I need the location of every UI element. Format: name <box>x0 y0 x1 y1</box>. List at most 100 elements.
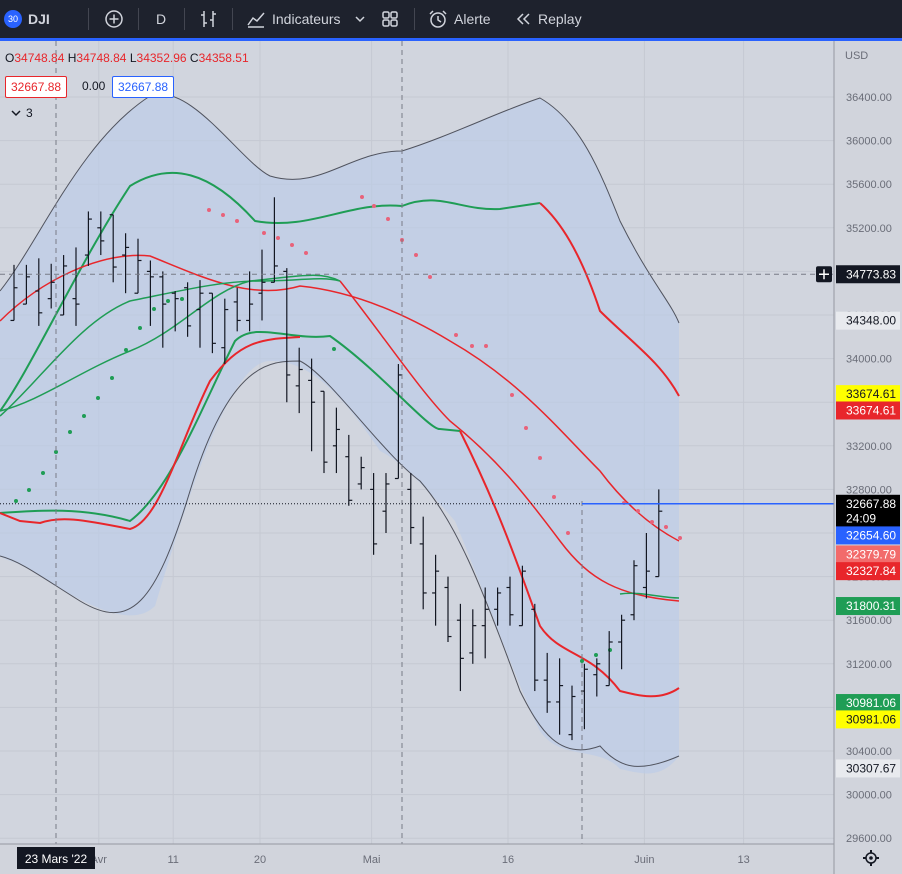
ohlc-bar[interactable] <box>506 576 514 626</box>
bid-price-box[interactable]: 32667.88 <box>5 76 68 98</box>
price-scale-label: 33674.61 <box>836 385 900 404</box>
indicator-templates-button[interactable] <box>354 0 366 38</box>
replay-button[interactable]: Replay <box>514 0 582 38</box>
ohlc-bar[interactable] <box>332 407 340 474</box>
ohlc-bar[interactable] <box>432 554 440 626</box>
symbol-search[interactable]: 30 DJI <box>4 0 50 38</box>
price-scale-label: 31800.31 <box>836 597 900 616</box>
ohlc-bar[interactable] <box>531 603 539 692</box>
ohlc-bar[interactable] <box>109 214 117 283</box>
indicators-toggle[interactable]: 3 <box>10 106 33 120</box>
ohlc-bar[interactable] <box>394 364 402 480</box>
x-tick-label: 13 <box>737 854 749 866</box>
ohlc-bar[interactable] <box>605 631 613 687</box>
ohlc-bar[interactable] <box>47 263 55 309</box>
ohlc-bar[interactable] <box>171 291 179 332</box>
ohlc-bar[interactable] <box>642 533 650 599</box>
interval-button[interactable]: D <box>156 0 166 38</box>
alert-button[interactable]: Alerte <box>428 0 491 38</box>
ohlc-bar[interactable] <box>208 292 216 354</box>
svg-text:32327.84: 32327.84 <box>846 564 896 578</box>
ohlc-bar[interactable] <box>543 652 551 713</box>
lower-red-envelope <box>0 336 301 531</box>
ohlc-bar[interactable] <box>246 271 254 332</box>
ohlc-bar[interactable] <box>630 560 638 621</box>
ohlc-bar[interactable] <box>444 576 452 642</box>
ohlc-bar[interactable] <box>122 233 130 294</box>
indicators-button[interactable]: Indicateurs <box>246 0 340 38</box>
ohlc-bar[interactable] <box>370 473 378 555</box>
ohlc-bar[interactable] <box>283 268 291 403</box>
price-scale-label: 33674.61 <box>836 401 900 420</box>
layout-button[interactable] <box>380 0 400 38</box>
svg-text:30307.67: 30307.67 <box>846 761 896 775</box>
add-alert-plus-icon[interactable] <box>816 266 832 283</box>
svg-text:34348.00: 34348.00 <box>846 314 896 328</box>
price-scale-label: 30981.06 <box>836 694 900 713</box>
ohlc-bar[interactable] <box>518 565 526 627</box>
ohlc-bar[interactable] <box>84 211 92 266</box>
x-tick-label: 11 <box>167 854 178 866</box>
lower-red-envelope-2 <box>459 430 680 698</box>
ohlc-bar[interactable] <box>134 238 142 294</box>
svg-text:32379.79: 32379.79 <box>846 547 896 561</box>
ohlc-bar[interactable] <box>233 287 241 332</box>
ohlc-bar[interactable] <box>481 587 489 659</box>
price-scale[interactable] <box>834 41 902 874</box>
ohlc-bar[interactable] <box>419 516 427 610</box>
ohlc-bar[interactable] <box>295 347 303 414</box>
ohlc-bar[interactable] <box>258 249 266 321</box>
ohlc-bar[interactable] <box>568 685 576 741</box>
alert-label: Alerte <box>454 11 491 27</box>
svg-text:24:09: 24:09 <box>846 511 876 525</box>
ask-price-box[interactable]: 32667.88 <box>112 76 175 98</box>
x-tick-label: 20 <box>254 854 266 866</box>
svg-text:34773.83: 34773.83 <box>846 267 896 281</box>
ohlc-bar[interactable] <box>382 473 390 533</box>
ohlc-bar[interactable] <box>60 255 68 316</box>
ohlc-bar[interactable] <box>35 258 43 326</box>
ohlc-bars[interactable] <box>10 197 663 741</box>
upper-red-envelope <box>539 202 680 397</box>
ohlc-bar[interactable] <box>221 298 229 365</box>
ohlc-bar[interactable] <box>196 280 204 348</box>
compare-button[interactable] <box>104 0 124 38</box>
symbol-badge: 30 <box>4 10 22 28</box>
price-scale-label: 30307.67 <box>836 759 900 778</box>
svg-text:30981.06: 30981.06 <box>846 696 896 710</box>
trailing-green-line <box>619 592 680 599</box>
price-scale-label: 32654.60 <box>836 526 900 545</box>
ohlc-bar[interactable] <box>270 197 278 283</box>
settings-gear-icon[interactable] <box>863 850 879 866</box>
alarm-clock-icon <box>429 10 447 28</box>
ohlc-bar[interactable] <box>618 614 626 670</box>
ohlc-bar[interactable] <box>357 456 365 490</box>
svg-text:32654.60: 32654.60 <box>846 528 896 542</box>
ohlc-bar[interactable] <box>320 390 328 474</box>
ohlc-bar[interactable] <box>456 603 464 692</box>
ohlc-bar[interactable] <box>146 260 154 326</box>
ohlc-bar[interactable] <box>22 264 30 305</box>
bar-style-button[interactable] <box>198 0 220 38</box>
ohlc-bar[interactable] <box>308 358 316 452</box>
ohlc-bar[interactable] <box>72 247 80 326</box>
ohlc-bar[interactable] <box>345 434 353 506</box>
x-tick-label: Mai <box>363 854 381 866</box>
ohlc-bar[interactable] <box>407 473 415 544</box>
svg-text:31800.31: 31800.31 <box>846 599 896 613</box>
ohlc-bar[interactable] <box>184 282 192 337</box>
ohlc-bar[interactable] <box>159 271 167 348</box>
price-scale-label: 32327.84 <box>836 562 900 581</box>
ohlc-bar[interactable] <box>580 663 588 730</box>
price-chart[interactable]: USD 36400.0036000.0035600.0035200.003480… <box>0 41 902 874</box>
sar-dots <box>14 195 682 663</box>
close-label: C <box>189 51 199 65</box>
ohlc-bar[interactable] <box>556 658 564 735</box>
time-axis[interactable] <box>0 844 834 874</box>
ohlc-bar[interactable] <box>593 658 601 697</box>
ohlc-bar[interactable] <box>97 211 105 256</box>
y-tick-label: 30400.00 <box>846 746 892 758</box>
ohlc-bar[interactable] <box>469 609 477 664</box>
ohlc-bar[interactable] <box>494 587 502 626</box>
price-scale-label: 32667.88 <box>836 494 900 513</box>
